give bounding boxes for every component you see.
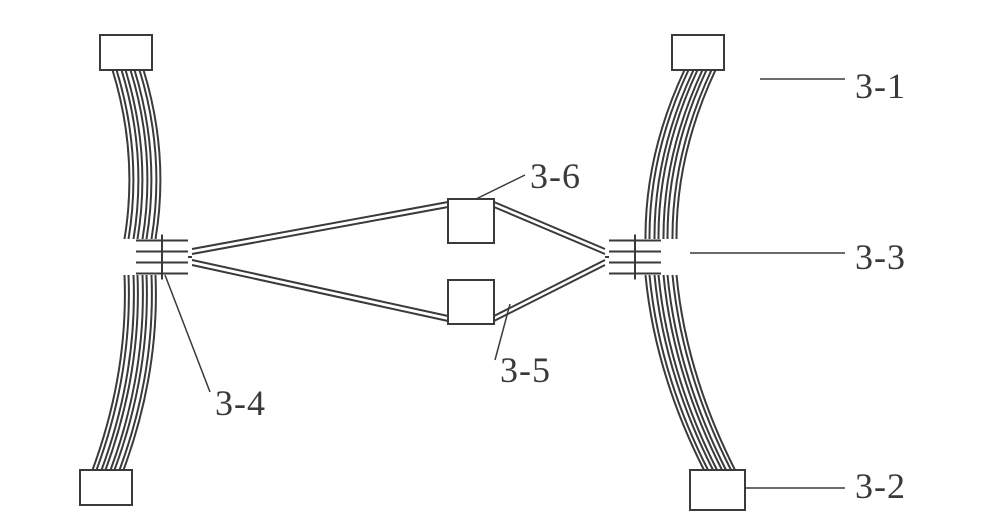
label-text-3-3: 3-3 — [855, 237, 906, 277]
anchor-bottom-left — [80, 470, 132, 505]
anchor-bottom-right — [690, 470, 745, 510]
label-3-2: 3-2 — [745, 466, 906, 506]
flexure-right-upper — [645, 70, 715, 239]
label-text-3-1: 3-1 — [855, 66, 906, 106]
v-beams-left — [188, 202, 448, 321]
label-3-6: 3-6 — [476, 156, 581, 199]
label-text-3-6: 3-6 — [530, 156, 581, 196]
label-3-3: 3-3 — [690, 237, 906, 277]
label-text-3-2: 3-2 — [855, 466, 906, 506]
flexure-left-upper — [113, 70, 161, 239]
flexure-right-lower — [646, 275, 736, 470]
label-text-3-5: 3-5 — [500, 350, 551, 390]
label-3-1: 3-1 — [760, 66, 906, 106]
comb-left — [136, 235, 188, 280]
anchor-top-left — [100, 35, 152, 70]
label-3-4: 3-4 — [165, 275, 266, 423]
v-beams-right — [494, 202, 609, 321]
comb-right — [609, 235, 661, 280]
label-text-3-4: 3-4 — [215, 383, 266, 423]
center-box-lower — [448, 280, 494, 324]
flexure-left-lower — [93, 275, 156, 470]
anchor-top-right — [672, 35, 724, 70]
center-box-upper — [448, 199, 494, 243]
